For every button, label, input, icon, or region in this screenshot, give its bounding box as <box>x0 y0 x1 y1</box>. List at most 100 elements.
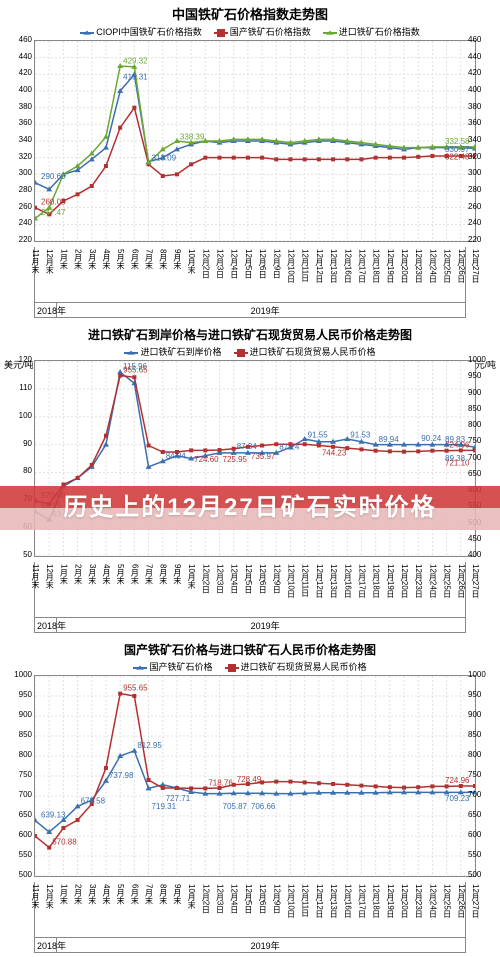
y-tick-right: 260 <box>468 202 481 211</box>
x-tick-label: 1月末 <box>59 884 67 904</box>
y-tick-right: 900 <box>468 710 481 719</box>
annotation: 721.10 <box>445 458 470 467</box>
x-tick-label: 12月23日 <box>414 249 422 283</box>
annotation: 709.23 <box>445 794 470 803</box>
y-tick-right: 700 <box>468 453 481 462</box>
legend-label: 进口铁矿石价格指数 <box>339 27 420 37</box>
x-tick-label: 12月24日 <box>428 564 436 598</box>
legend-item: 国产铁矿石价格指数 <box>214 25 311 38</box>
y-tick-right: 1000 <box>468 355 486 364</box>
series-marker <box>118 374 122 378</box>
y-tick-right: 320 <box>468 152 481 161</box>
annotation: 89.94 <box>379 435 400 444</box>
annotation: 91.53 <box>350 430 371 439</box>
series-marker <box>445 784 449 788</box>
x-year-right: 2019年 <box>251 304 280 317</box>
series-marker <box>260 156 264 160</box>
series-marker <box>203 156 207 160</box>
x-tick-label: 3月末 <box>88 884 96 904</box>
series-marker <box>331 157 335 161</box>
x-tick-label: 12月末 <box>45 564 53 589</box>
x-tick-label: 2月末 <box>74 249 82 269</box>
x-tick-label: 12月26日 <box>457 884 465 918</box>
series-marker <box>103 145 109 150</box>
series-marker <box>103 442 109 447</box>
legend-item: 进口铁矿石现货贸易人民币价格 <box>234 345 376 358</box>
series-marker <box>416 155 420 159</box>
annotation: 673.58 <box>81 796 106 805</box>
series-marker <box>175 172 179 176</box>
x-tick-label: 8月末 <box>159 884 167 904</box>
series-marker <box>430 784 434 788</box>
x-tick-label: 9月末 <box>173 564 181 584</box>
x-tick-label: 3月末 <box>88 249 96 269</box>
y-tick-left: 1000 <box>14 670 32 679</box>
x-tick-label: 12月6日 <box>258 884 266 913</box>
x-tick-label: 4月末 <box>102 249 110 269</box>
y-tick-right: 280 <box>468 185 481 194</box>
y-tick-left: 90 <box>23 439 32 448</box>
x-tick-label: 12月11日 <box>301 249 309 282</box>
legend-label: 进口铁矿石到岸价格 <box>140 347 221 357</box>
x-tick-label: 5月末 <box>116 884 124 904</box>
series-marker <box>303 780 307 784</box>
x-tick-label: 12月5日 <box>244 884 252 913</box>
series-marker <box>430 449 434 453</box>
legend: CIOPI中国铁矿石价格指数国产铁矿石价格指数进口铁矿石价格指数 <box>4 25 496 38</box>
legend-label: 国产铁矿石价格指数 <box>230 27 311 37</box>
x-tick-label: 12月19日 <box>386 564 394 598</box>
series-marker <box>34 206 37 210</box>
x-tick-label: 10月末 <box>187 249 195 274</box>
y-tick-left: 440 <box>19 52 32 61</box>
x-tick-label: 12月2日 <box>201 249 209 278</box>
series-marker <box>61 826 65 830</box>
annotation: 63.04 <box>52 510 73 519</box>
annotation: 724.60 <box>194 455 219 464</box>
y-tick-left: 460 <box>19 35 32 44</box>
x-tick-label: 12月27日 <box>471 249 479 283</box>
y-tick-left: 120 <box>19 355 32 364</box>
y-tick-left: 60 <box>23 522 32 531</box>
annotation: 955.65 <box>123 366 148 375</box>
series-marker <box>345 157 349 161</box>
series-marker <box>317 444 321 448</box>
legend-item: 进口铁矿石到岸价格 <box>124 345 221 358</box>
y-tick-right: 600 <box>468 830 481 839</box>
y-tick-right: 700 <box>468 790 481 799</box>
y-tick-left: 240 <box>19 218 32 227</box>
series-marker <box>317 157 321 161</box>
series-marker <box>274 780 278 784</box>
y-tick-left: 220 <box>19 235 32 244</box>
legend-label: 国产铁矿石价格 <box>149 662 212 672</box>
x-tick-label: 10月末 <box>187 884 195 909</box>
x-year-left: 2018年 <box>37 619 66 632</box>
series-marker <box>218 448 222 452</box>
y-tick-left: 950 <box>19 690 32 699</box>
x-tick-label: 4月末 <box>102 564 110 584</box>
chart-3: 国产铁矿石价格与进口铁矿石人民币价格走势图国产铁矿石价格进口铁矿石现货贸易人民币… <box>0 637 500 957</box>
series-marker <box>218 156 222 160</box>
y-tick-right: 650 <box>468 469 481 478</box>
y-tick-right: 500 <box>468 870 481 879</box>
annotation: 744.23 <box>322 449 347 458</box>
annotation: 639.13 <box>41 810 66 819</box>
y-tick-left: 500 <box>19 870 32 879</box>
y-tick-right: 550 <box>468 501 481 510</box>
y-tick-left: 550 <box>19 850 32 859</box>
annotation: 429.32 <box>123 57 148 66</box>
annotation: 322.48 <box>445 153 470 162</box>
y-tick-left: 50 <box>23 550 32 559</box>
chart-2: 进口铁矿石到岸价格与进口铁矿石现货贸易人民币价格走势图进口铁矿石到岸价格进口铁矿… <box>0 322 500 637</box>
y-tick-right: 850 <box>468 730 481 739</box>
y-tick-right: 400 <box>468 85 481 94</box>
y-tick-right: 950 <box>468 371 481 380</box>
y-tick-left: 400 <box>19 85 32 94</box>
series-marker <box>189 448 193 452</box>
x-tick-label: 12月13日 <box>329 564 337 598</box>
y-tick-left: 100 <box>19 411 32 420</box>
y-tick-right: 500 <box>468 518 481 527</box>
x-tick-label: 12月9日 <box>272 884 280 913</box>
x-tick-label: 12月25日 <box>443 564 451 598</box>
annotation: 724.96 <box>445 776 470 785</box>
y-tick-left: 800 <box>19 750 32 759</box>
